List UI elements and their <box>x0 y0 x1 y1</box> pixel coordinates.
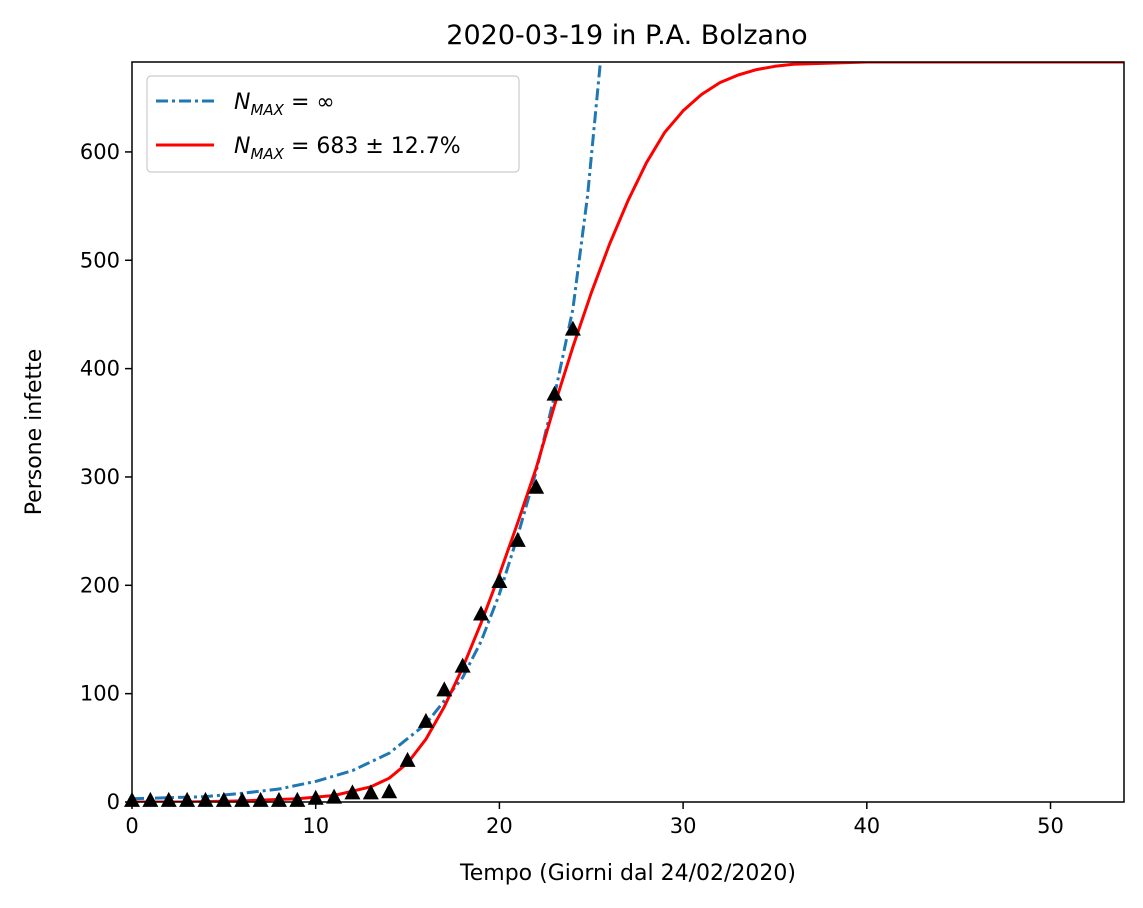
legend-symbol: N <box>234 134 250 159</box>
data-point <box>215 791 232 807</box>
series-observed <box>124 320 581 807</box>
legend-label-exponential: NMAX = ∞ <box>234 90 335 119</box>
x-axis-label: Tempo (Giorni dal 24/02/2020) <box>459 861 796 886</box>
data-point <box>454 657 471 673</box>
data-point <box>491 573 508 589</box>
x-axis: 0 10 20 30 40 50 <box>125 802 1064 838</box>
legend: NMAX = ∞ NMAX = 683 ± 12.7% <box>146 75 520 173</box>
legend-subscript: MAX <box>250 145 284 163</box>
legend-subscript: MAX <box>250 101 284 119</box>
data-point <box>307 789 324 805</box>
legend-label-logistic: NMAX = 683 ± 12.7% <box>234 134 461 163</box>
y-tick-label: 300 <box>80 465 120 489</box>
legend-box <box>146 75 520 173</box>
legend-value: = 683 ± 12.7% <box>284 134 461 159</box>
y-axis: 0 100 200 300 400 500 600 <box>80 140 132 814</box>
legend-symbol: N <box>234 90 250 115</box>
data-point <box>362 784 379 800</box>
data-point <box>179 791 196 807</box>
x-tick-label: 50 <box>1037 814 1064 838</box>
data-point <box>417 712 434 728</box>
data-point <box>528 478 545 494</box>
y-axis-label: Persone infette <box>22 349 47 516</box>
data-point <box>289 791 306 807</box>
y-tick-label: 0 <box>107 790 120 814</box>
x-tick-label: 0 <box>125 814 138 838</box>
data-point <box>142 791 159 807</box>
data-point <box>399 751 416 767</box>
data-point <box>234 791 251 807</box>
data-point <box>197 791 214 807</box>
data-point <box>160 791 177 807</box>
series-layer <box>124 62 1124 807</box>
data-point <box>252 791 269 807</box>
data-point <box>326 788 343 804</box>
x-tick-label: 20 <box>486 814 513 838</box>
data-point <box>473 605 490 621</box>
y-tick-label: 100 <box>80 682 120 706</box>
y-tick-label: 500 <box>80 248 120 272</box>
series-line-logistic-fit <box>132 62 1124 802</box>
x-tick-label: 30 <box>670 814 697 838</box>
data-point <box>381 783 398 799</box>
y-tick-label: 200 <box>80 573 120 597</box>
series-line-exponential-fit <box>132 62 602 801</box>
y-tick-label: 600 <box>80 140 120 164</box>
x-tick-label: 10 <box>302 814 329 838</box>
plot-frame <box>131 61 1125 803</box>
legend-value: = ∞ <box>284 90 335 115</box>
chart-title: 2020-03-19 in P.A. Bolzano <box>446 20 807 51</box>
data-point <box>436 681 453 697</box>
data-point <box>344 784 361 800</box>
data-point <box>270 791 287 807</box>
plot-area <box>132 62 1124 802</box>
x-tick-label: 40 <box>853 814 880 838</box>
data-point <box>509 531 526 547</box>
data-point <box>546 385 563 401</box>
data-point <box>564 320 581 336</box>
y-tick-label: 400 <box>80 357 120 381</box>
